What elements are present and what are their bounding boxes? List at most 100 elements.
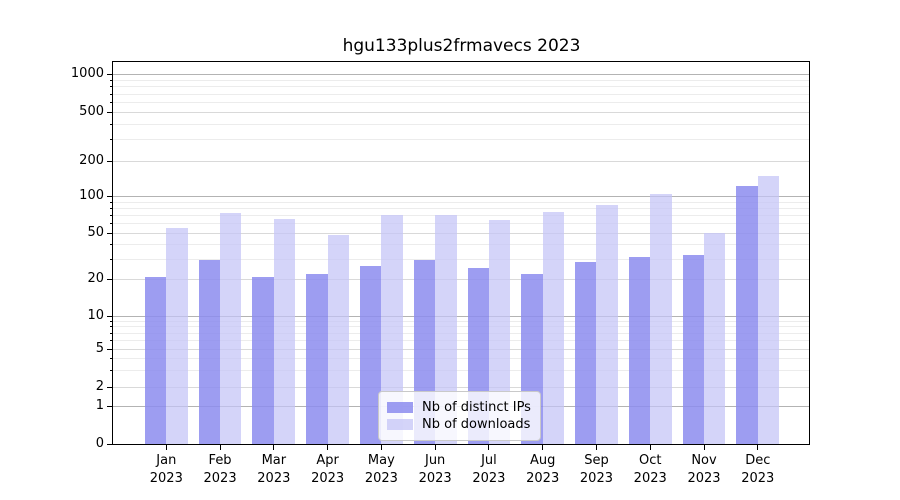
bar-distinct-ips	[736, 185, 758, 444]
x-tick-label: Oct 2023	[618, 452, 682, 488]
y-minor-tick-mark	[110, 215, 113, 217]
bar-downloads	[220, 212, 242, 444]
x-tick-mark	[380, 445, 382, 450]
x-tick-year: 2023	[311, 471, 345, 486]
x-tick-mark	[542, 445, 544, 450]
x-tick-mark	[327, 445, 329, 450]
x-tick-mark	[273, 445, 275, 450]
y-minor-tick-mark	[110, 258, 113, 260]
bar-downloads	[166, 227, 188, 444]
y-minor-tick-mark	[110, 326, 113, 328]
x-tick-mark	[434, 445, 436, 450]
bar-distinct-ips	[198, 260, 221, 444]
x-tick-month: Jun	[424, 453, 446, 468]
minor-grid-line	[113, 201, 809, 203]
chart-title: hgu133plus2frmavecs 2023	[342, 36, 581, 56]
grid-line	[113, 387, 809, 388]
minor-grid-line	[113, 102, 809, 103]
legend-label: Nb of distinct IPs	[422, 400, 531, 415]
x-tick-label: Mar 2023	[242, 452, 306, 488]
bar-downloads	[542, 212, 565, 444]
x-tick-year: 2023	[687, 471, 721, 486]
legend-label: Nb of downloads	[422, 417, 531, 432]
minor-grid-line	[113, 86, 809, 88]
y-tick-label: 200	[79, 153, 104, 168]
x-tick-year: 2023	[257, 471, 291, 486]
bar-distinct-ips	[682, 255, 704, 444]
y-tick-mark	[107, 279, 113, 280]
y-tick-mark	[107, 387, 113, 388]
x-tick-mark	[165, 445, 167, 450]
x-tick-month: Feb	[208, 453, 232, 468]
y-minor-tick-mark	[110, 244, 113, 246]
minor-grid-line	[113, 93, 809, 95]
bar-downloads	[488, 219, 511, 444]
x-tick-month: Jul	[481, 453, 497, 468]
x-tick-month: Aug	[529, 453, 556, 468]
bar-downloads	[327, 235, 349, 444]
y-minor-tick-mark	[110, 86, 113, 88]
grid-line	[113, 233, 809, 234]
grid-line	[113, 348, 809, 350]
y-minor-tick-mark	[110, 223, 113, 225]
bar-distinct-ips	[575, 262, 597, 444]
grid-line	[113, 196, 809, 197]
y-tick-label: 10	[87, 308, 104, 323]
minor-grid-line	[113, 123, 809, 125]
bar-distinct-ips	[252, 276, 274, 444]
grid-line	[113, 74, 809, 75]
y-minor-tick-mark	[110, 320, 113, 322]
grid-line	[113, 112, 809, 113]
minor-grid-line	[113, 258, 809, 260]
plot-area: Nb of distinct IPs Nb of downloads	[112, 61, 810, 445]
x-tick-month: Apr	[316, 453, 339, 468]
x-tick-year: 2023	[472, 471, 506, 486]
y-tick-mark	[107, 444, 113, 445]
x-tick-label: Nov 2023	[672, 452, 736, 488]
y-tick-mark	[107, 112, 113, 113]
x-tick-mark	[488, 445, 490, 450]
x-tick-label: Sep 2023	[564, 452, 628, 488]
y-tick-label: 1	[95, 398, 104, 413]
x-tick-year: 2023	[364, 471, 398, 486]
bar-distinct-ips	[359, 265, 382, 444]
x-tick-year: 2023	[418, 471, 452, 486]
x-tick-month: Sep	[584, 453, 609, 468]
bar-distinct-ips	[144, 276, 167, 444]
y-minor-tick-mark	[110, 102, 113, 103]
x-tick-mark	[757, 445, 759, 450]
x-tick-label: Aug 2023	[511, 452, 575, 488]
y-minor-tick-mark	[110, 123, 113, 125]
y-minor-tick-mark	[110, 139, 113, 141]
legend-swatch-downloads	[387, 419, 413, 430]
bar-distinct-ips	[628, 256, 651, 444]
y-minor-tick-mark	[110, 207, 113, 209]
y-tick-label: 20	[87, 271, 104, 286]
minor-grid-line	[113, 357, 809, 359]
y-minor-tick-mark	[110, 357, 113, 359]
bar-downloads	[596, 204, 618, 444]
legend-entry: Nb of distinct IPs	[387, 400, 531, 415]
y-minor-tick-mark	[110, 339, 113, 341]
y-tick-mark	[107, 74, 113, 75]
y-minor-tick-mark	[110, 332, 113, 334]
bar-distinct-ips	[306, 274, 328, 444]
y-tick-mark	[107, 348, 113, 350]
minor-grid-line	[113, 244, 809, 246]
x-tick-month: May	[367, 453, 395, 468]
x-tick-month: Nov	[691, 453, 717, 468]
grid-line	[113, 279, 809, 280]
x-tick-mark	[703, 445, 705, 450]
x-tick-month: Oct	[638, 453, 662, 468]
minor-grid-line	[113, 320, 809, 322]
y-tick-label: 2	[95, 379, 104, 394]
x-tick-year: 2023	[741, 471, 775, 486]
x-tick-label: Jan 2023	[134, 452, 198, 488]
legend-entry: Nb of downloads	[387, 417, 531, 432]
minor-grid-line	[113, 223, 809, 225]
y-tick-mark	[107, 233, 113, 234]
bar-downloads	[650, 194, 672, 444]
grid-line	[113, 316, 809, 317]
grid-line	[113, 161, 809, 162]
minor-grid-line	[113, 139, 809, 141]
